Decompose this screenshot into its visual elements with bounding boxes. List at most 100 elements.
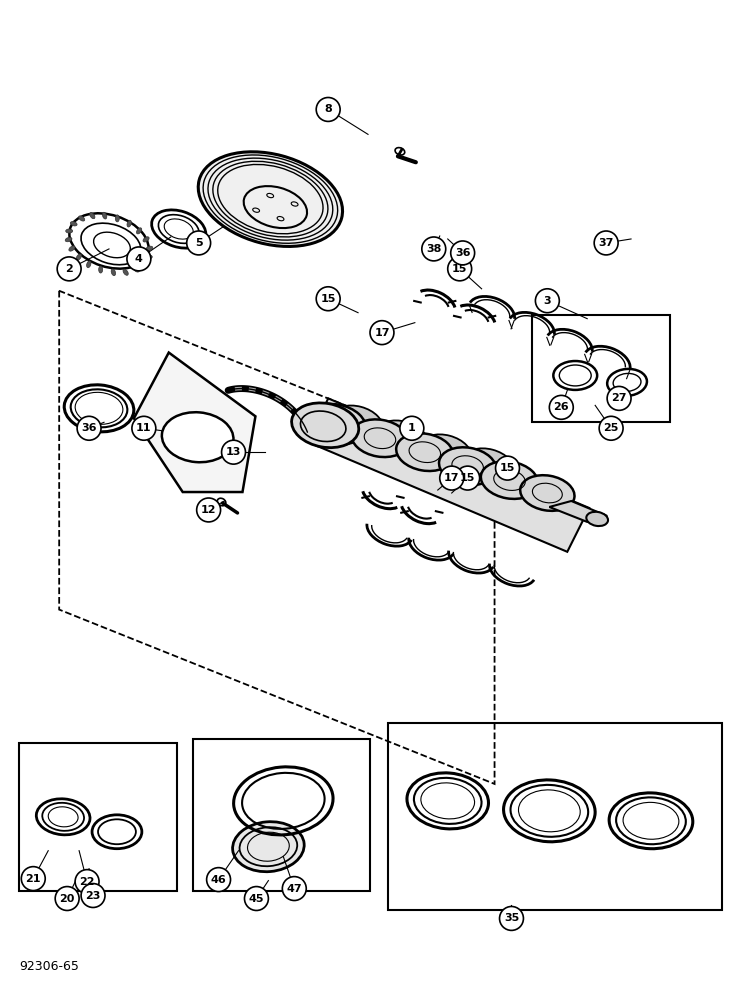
Text: 22: 22 — [79, 877, 95, 887]
Ellipse shape — [463, 448, 514, 482]
Circle shape — [370, 321, 394, 345]
Ellipse shape — [143, 237, 149, 242]
Text: 27: 27 — [611, 393, 627, 403]
Text: 37: 37 — [598, 238, 614, 248]
Circle shape — [594, 231, 618, 255]
Text: 17: 17 — [374, 328, 390, 338]
Ellipse shape — [76, 254, 82, 260]
Ellipse shape — [376, 420, 427, 454]
Circle shape — [456, 466, 479, 490]
Ellipse shape — [420, 434, 471, 468]
Text: 15: 15 — [452, 264, 468, 274]
Circle shape — [607, 386, 631, 410]
Text: 4: 4 — [135, 254, 143, 264]
Circle shape — [440, 466, 464, 490]
Ellipse shape — [146, 246, 153, 251]
Text: 45: 45 — [248, 894, 264, 904]
Ellipse shape — [69, 246, 75, 251]
Circle shape — [197, 498, 221, 522]
Ellipse shape — [115, 215, 119, 222]
Ellipse shape — [136, 228, 141, 234]
Bar — [193, 739, 370, 891]
Circle shape — [316, 98, 340, 121]
Ellipse shape — [99, 266, 102, 273]
Circle shape — [81, 884, 105, 907]
Circle shape — [282, 877, 306, 901]
Ellipse shape — [352, 419, 408, 457]
Circle shape — [127, 247, 151, 271]
Text: 47: 47 — [286, 884, 302, 894]
Text: 3: 3 — [544, 296, 551, 306]
Text: 2: 2 — [65, 264, 73, 274]
Circle shape — [221, 440, 245, 464]
Ellipse shape — [586, 512, 608, 526]
Polygon shape — [308, 398, 589, 552]
Polygon shape — [549, 501, 607, 522]
Ellipse shape — [87, 261, 91, 268]
Circle shape — [495, 456, 519, 480]
Text: 15: 15 — [460, 473, 475, 483]
Ellipse shape — [102, 212, 107, 219]
Text: 23: 23 — [85, 891, 101, 901]
Circle shape — [599, 416, 623, 440]
Circle shape — [77, 416, 101, 440]
Text: 21: 21 — [25, 874, 41, 884]
Ellipse shape — [304, 404, 366, 445]
Circle shape — [21, 867, 45, 891]
Circle shape — [451, 241, 475, 265]
Ellipse shape — [331, 405, 382, 439]
Bar — [388, 723, 722, 910]
Ellipse shape — [111, 269, 115, 276]
Text: 8: 8 — [325, 104, 332, 114]
Text: 15: 15 — [500, 463, 515, 473]
Circle shape — [536, 289, 560, 313]
Circle shape — [57, 257, 81, 281]
Bar — [533, 315, 670, 422]
Ellipse shape — [145, 255, 153, 259]
Circle shape — [55, 887, 79, 910]
Text: 11: 11 — [136, 423, 152, 433]
Circle shape — [206, 868, 230, 892]
Text: 46: 46 — [211, 875, 227, 885]
Text: 17: 17 — [444, 473, 459, 483]
Ellipse shape — [396, 433, 453, 471]
Circle shape — [187, 231, 211, 255]
Circle shape — [400, 416, 424, 440]
Text: 15: 15 — [320, 294, 336, 304]
Text: 25: 25 — [604, 423, 619, 433]
Ellipse shape — [133, 267, 139, 272]
Text: 36: 36 — [82, 423, 96, 433]
Text: 13: 13 — [226, 447, 241, 457]
Ellipse shape — [292, 403, 359, 448]
Ellipse shape — [481, 461, 538, 499]
Ellipse shape — [65, 237, 72, 242]
Circle shape — [422, 237, 446, 261]
Ellipse shape — [66, 229, 73, 233]
Ellipse shape — [162, 412, 233, 462]
Ellipse shape — [70, 222, 77, 226]
Text: 38: 38 — [426, 244, 441, 254]
Text: 5: 5 — [194, 238, 203, 248]
Ellipse shape — [127, 220, 132, 227]
Ellipse shape — [79, 216, 85, 221]
Ellipse shape — [123, 269, 128, 275]
Circle shape — [448, 257, 472, 281]
Text: 20: 20 — [59, 894, 75, 904]
Ellipse shape — [90, 213, 95, 219]
Polygon shape — [134, 353, 255, 492]
Text: 12: 12 — [201, 505, 216, 515]
Text: 1: 1 — [408, 423, 416, 433]
Ellipse shape — [198, 152, 343, 246]
Text: 26: 26 — [554, 402, 569, 412]
Text: 92306-65: 92306-65 — [19, 960, 79, 973]
Circle shape — [500, 906, 524, 930]
Circle shape — [245, 887, 269, 910]
Circle shape — [316, 287, 340, 311]
Bar — [19, 743, 177, 891]
Text: 36: 36 — [455, 248, 470, 258]
Ellipse shape — [233, 822, 304, 872]
Circle shape — [132, 416, 156, 440]
Ellipse shape — [141, 262, 147, 266]
Ellipse shape — [439, 447, 496, 485]
Text: 35: 35 — [504, 913, 519, 923]
